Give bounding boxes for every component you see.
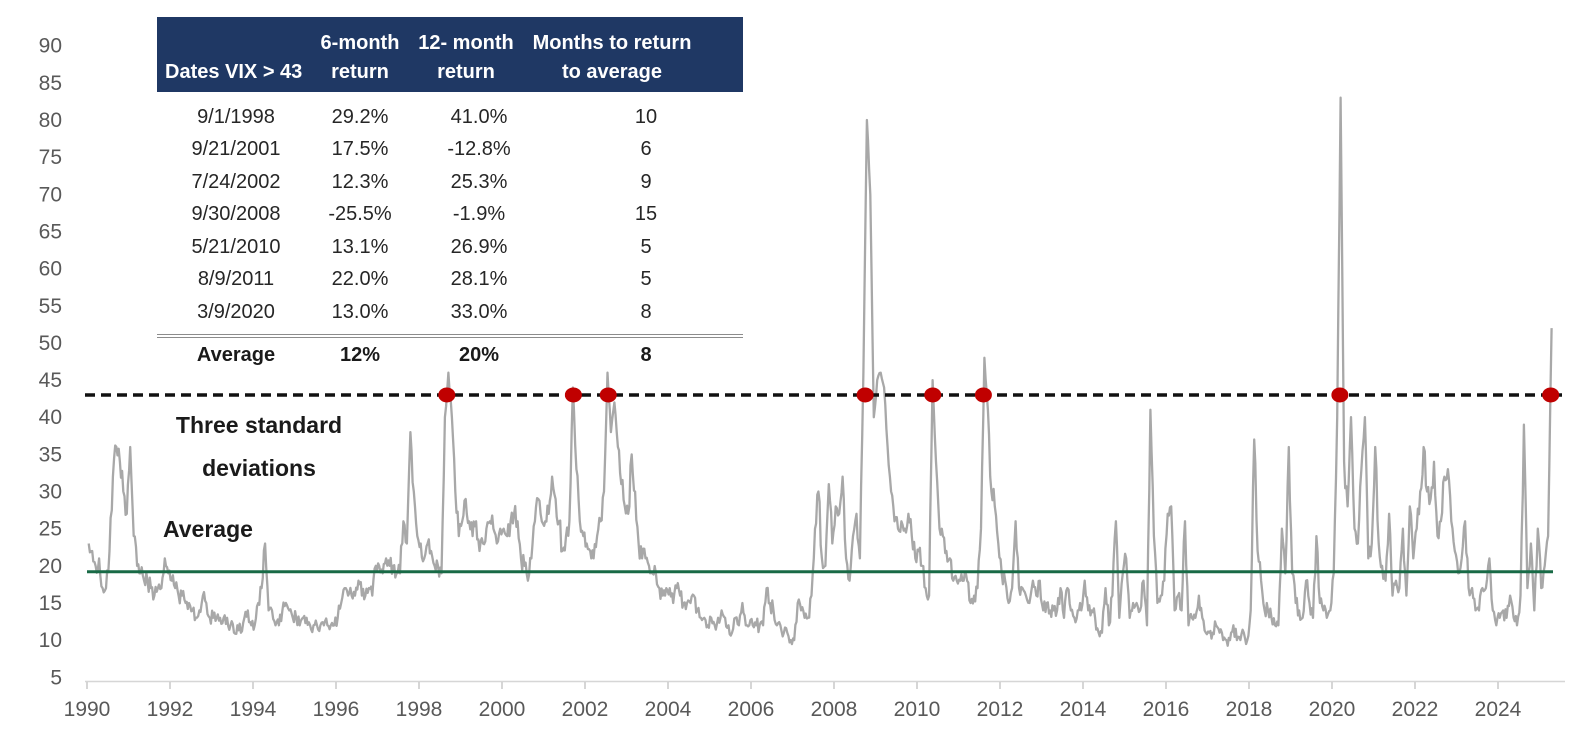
- x-axis-label: 1990: [64, 698, 111, 721]
- x-axis-label: 1998: [396, 698, 443, 721]
- event-date: 3/9/2020: [197, 300, 275, 323]
- x-axis-label: 1996: [313, 698, 360, 721]
- return-12m: -1.9%: [452, 203, 506, 226]
- x-axis-label: 2018: [1226, 698, 1273, 721]
- x-axis-label: 2024: [1475, 698, 1522, 721]
- average-row-label: Average: [196, 344, 276, 366]
- vix-threshold-marker: [438, 387, 456, 403]
- vix-line: [87, 96, 1553, 647]
- return-6m: 13.1%: [331, 235, 389, 258]
- y-axis-label: 65: [39, 220, 62, 243]
- header-months-to-return: Months to return to average: [532, 32, 692, 83]
- x-axis-label: 2000: [479, 698, 526, 721]
- header-12-month-return: 12- month return: [418, 32, 514, 83]
- table-row: 9/21/2001 17.5% -12.8% 6: [157, 134, 743, 167]
- x-axis-label: 2014: [1060, 698, 1107, 721]
- return-12m: 28.1%: [450, 268, 508, 291]
- x-axis-label: 2006: [728, 698, 775, 721]
- months-to-return: 10: [634, 105, 658, 128]
- x-axis-label: 1992: [147, 698, 194, 721]
- vix-events-table: Dates VIX > 43 6-month return 12- month …: [157, 17, 743, 374]
- y-axis-label: 60: [39, 258, 62, 281]
- event-date: 7/24/2002: [191, 170, 281, 193]
- y-axis-label: 20: [39, 555, 62, 578]
- return-12m: 25.3%: [450, 170, 508, 193]
- return-12m: -12.8%: [447, 138, 511, 161]
- y-axis-label: 50: [39, 332, 62, 355]
- y-axis-label: 25: [39, 518, 62, 541]
- x-axis-label: 2004: [645, 698, 692, 721]
- table-row: 7/24/2002 12.3% 25.3% 9: [157, 166, 743, 199]
- x-axis-label: 1994: [230, 698, 277, 721]
- vix-threshold-marker: [599, 387, 617, 403]
- y-axis-label: 85: [39, 72, 62, 95]
- table-row: 5/21/2010 13.1% 26.9% 5: [157, 231, 743, 264]
- x-axis-label: 2012: [977, 698, 1024, 721]
- average-label: Average: [163, 516, 253, 542]
- average-12m-return: 20%: [458, 344, 500, 366]
- return-6m: 12.3%: [331, 170, 389, 193]
- table-row: 9/30/2008 -25.5% -1.9% 15: [157, 199, 743, 232]
- vix-threshold-marker: [1542, 387, 1560, 403]
- average-months: 8: [640, 344, 652, 366]
- header-6-month-return: 6-month return: [320, 32, 400, 83]
- return-6m: -25.5%: [328, 203, 392, 226]
- return-6m: 22.0%: [331, 268, 389, 291]
- y-axis-label: 15: [39, 592, 62, 615]
- event-date: 8/9/2011: [197, 268, 275, 291]
- y-axis-label: 55: [39, 295, 62, 318]
- return-12m: 41.0%: [450, 105, 508, 128]
- x-axis-label: 2022: [1392, 698, 1439, 721]
- x-axis-label: 2020: [1309, 698, 1356, 721]
- vix-table-average-row: Average 12% 20% 8: [157, 333, 743, 374]
- return-6m: 13.0%: [331, 300, 389, 323]
- x-axis-label: 2016: [1143, 698, 1190, 721]
- x-axis-label: 2010: [894, 698, 941, 721]
- y-axis-label: 40: [39, 406, 62, 429]
- y-axis-label: 80: [39, 109, 62, 132]
- vix-threshold-marker: [856, 387, 874, 403]
- months-to-return: 8: [640, 300, 652, 323]
- y-axis-label: 70: [39, 183, 62, 206]
- three-standard-deviations-label: Three standard deviations: [175, 412, 343, 481]
- event-date: 9/1/1998: [197, 105, 275, 128]
- table-row: 3/9/2020 13.0% 33.0% 8: [157, 296, 743, 329]
- x-axis-label: 2008: [811, 698, 858, 721]
- y-axis-label: 35: [39, 443, 62, 466]
- event-date: 5/21/2010: [191, 235, 281, 258]
- y-axis-label: 45: [39, 369, 62, 392]
- vix-threshold-marker: [974, 387, 992, 403]
- event-date: 9/21/2001: [191, 138, 281, 161]
- event-date: 9/30/2008: [191, 203, 281, 226]
- return-12m: 26.9%: [450, 235, 508, 258]
- y-axis-label: 5: [50, 666, 62, 689]
- table-row: 8/9/2011 22.0% 28.1% 5: [157, 264, 743, 297]
- table-row: 9/1/1998 29.2% 41.0% 10: [157, 101, 743, 134]
- header-dates-vix: Dates VIX > 43: [165, 60, 303, 83]
- y-axis-label: 10: [39, 629, 62, 652]
- return-6m: 17.5%: [331, 138, 389, 161]
- months-to-return: 9: [640, 170, 652, 193]
- months-to-return: 5: [640, 235, 652, 258]
- vix-threshold-marker: [924, 387, 942, 403]
- months-to-return: 15: [634, 203, 658, 226]
- vix-threshold-marker: [564, 387, 582, 403]
- return-12m: 33.0%: [450, 300, 508, 323]
- vix-threshold-marker: [1331, 387, 1349, 403]
- y-axis-label: 30: [39, 481, 62, 504]
- vix-table-header: Dates VIX > 43 6-month return 12- month …: [157, 17, 743, 92]
- average-6m-return: 12%: [339, 344, 381, 366]
- months-to-return: 6: [640, 138, 652, 161]
- y-axis-label: 90: [39, 35, 62, 58]
- vix-table-body: 9/1/1998 29.2% 41.0% 10 9/21/2001 17.5% -12.8%…: [157, 92, 743, 329]
- y-axis-label: 75: [39, 146, 62, 169]
- return-6m: 29.2%: [331, 105, 389, 128]
- months-to-return: 5: [640, 268, 652, 291]
- x-axis-label: 2002: [562, 698, 609, 721]
